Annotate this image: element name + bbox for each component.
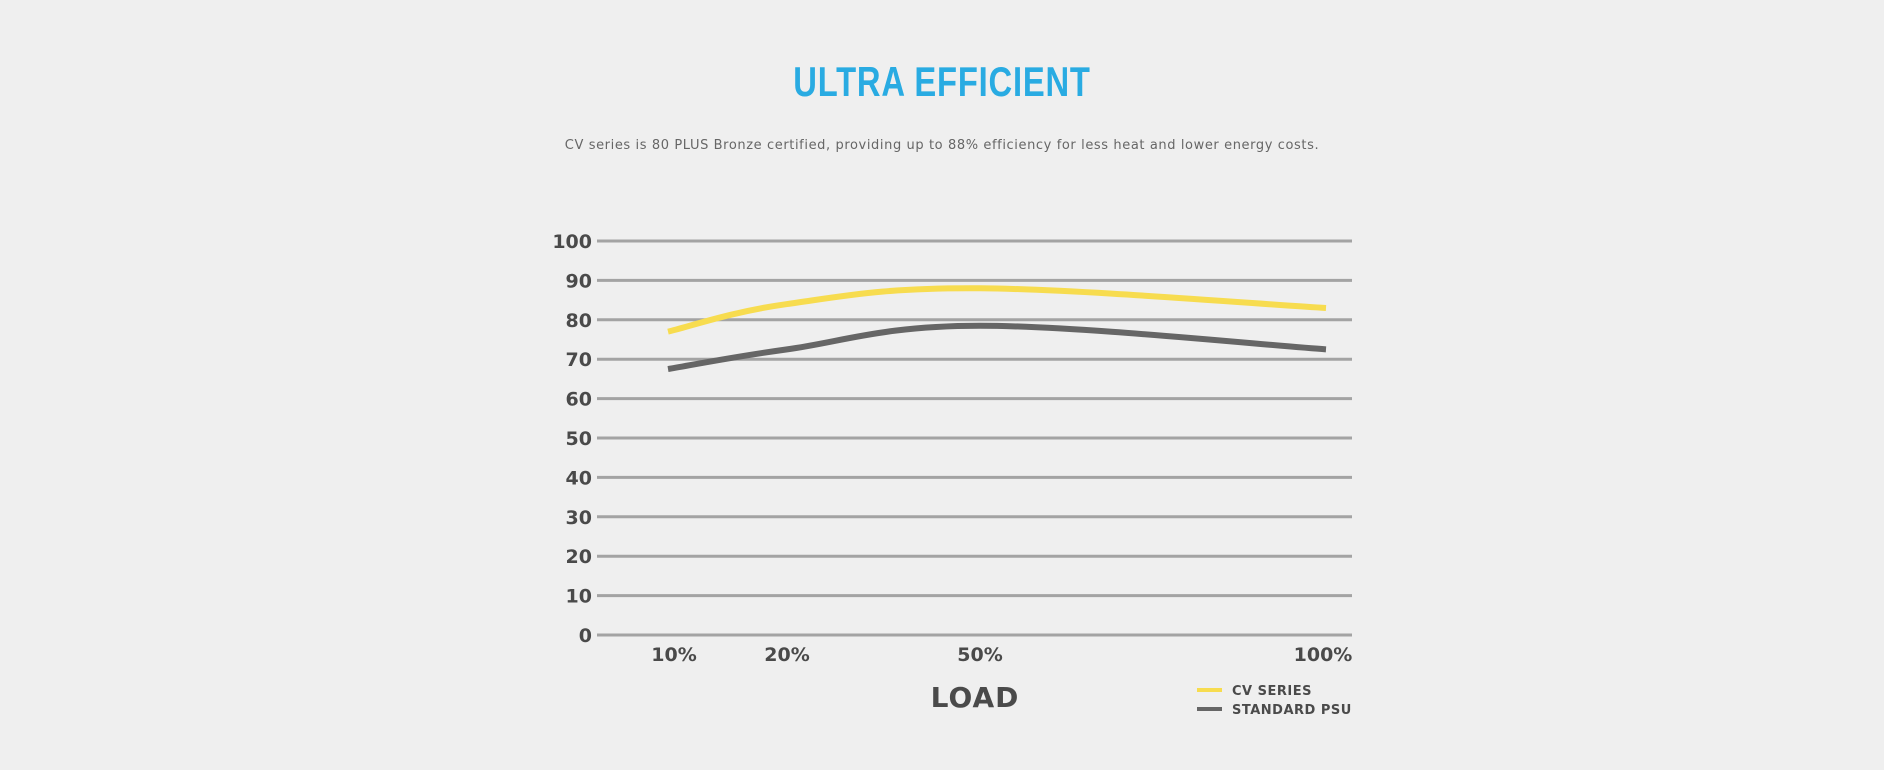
x-tick-label-100: 100%	[1294, 644, 1353, 666]
y-tick-label-100: 100	[552, 231, 592, 253]
y-tick-label-60: 60	[566, 389, 592, 411]
legend-label-cv-series: CV SERIES	[1232, 684, 1312, 699]
x-axis-label: LOAD	[931, 681, 1020, 714]
x-tick-label-50: 50%	[957, 644, 1002, 666]
y-tick-label-20: 20	[566, 546, 592, 568]
y-axis-ticks: 0 10 20 30 40 50 60 70 80 90 100	[552, 231, 592, 647]
page-subtitle: CV series is 80 PLUS Bronze certified, p…	[564, 138, 1320, 153]
legend: CV SERIES STANDARD PSU	[1197, 684, 1352, 718]
y-tick-label-80: 80	[566, 310, 592, 332]
y-tick-label-0: 0	[579, 625, 592, 647]
y-tick-label-90: 90	[566, 270, 592, 292]
legend-label-standard-psu: STANDARD PSU	[1232, 703, 1352, 718]
series-lines	[667, 285, 1327, 373]
x-tick-label-20: 20%	[764, 644, 809, 666]
series-line-standard-psu	[667, 322, 1327, 373]
y-tick-label-10: 10	[566, 586, 592, 608]
y-tick-label-70: 70	[566, 349, 592, 371]
series-line-cv-series	[667, 285, 1327, 335]
x-tick-label-10: 10%	[651, 644, 696, 666]
y-tick-label-50: 50	[566, 428, 592, 450]
y-tick-label-40: 40	[566, 467, 592, 489]
y-tick-label-30: 30	[566, 507, 592, 529]
x-axis-ticks: 10% 20% 50% 100%	[651, 644, 1352, 666]
page-title: ULTRA EFFICIENT	[793, 58, 1091, 105]
